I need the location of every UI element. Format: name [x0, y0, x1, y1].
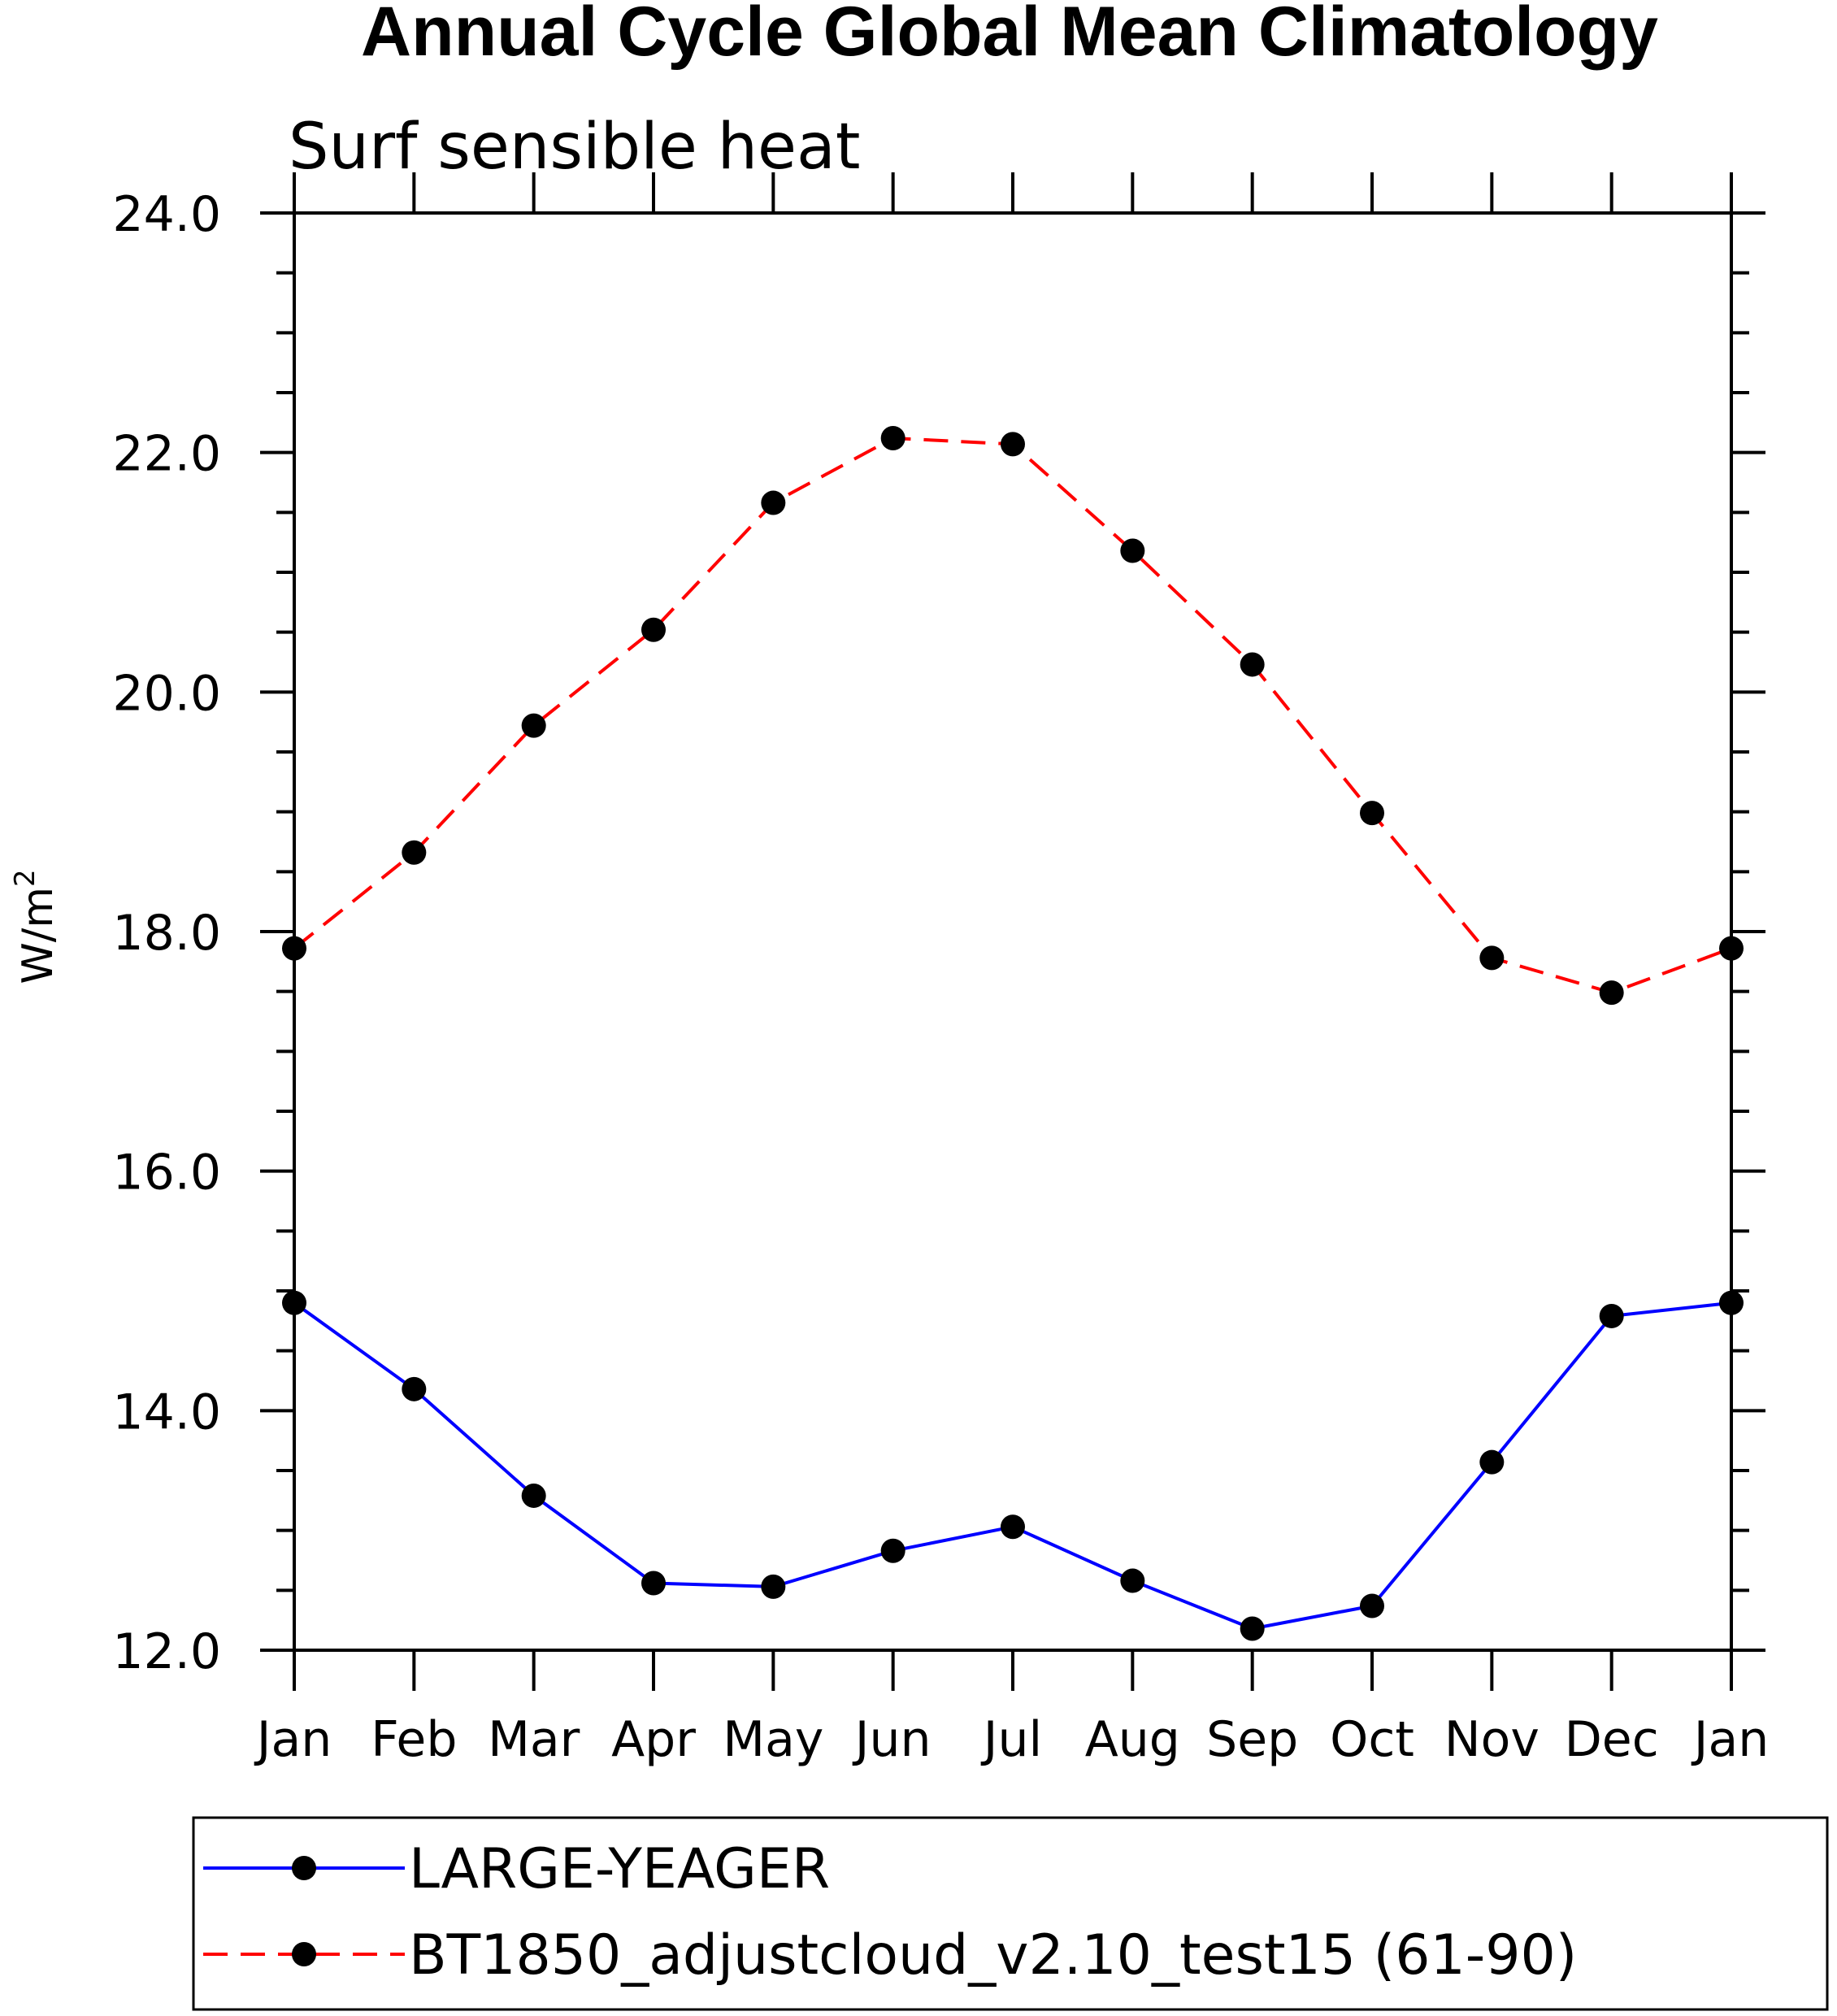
- data-point-1: [1479, 945, 1505, 971]
- data-point-0: [1360, 1593, 1384, 1618]
- x-tick-label: Nov: [1444, 1711, 1540, 1768]
- data-point-1: [1120, 538, 1145, 563]
- x-tick-label: Jan: [254, 1711, 332, 1768]
- data-point-0: [402, 1376, 427, 1401]
- axis-ticks: [260, 172, 1765, 1691]
- y-tick-label: 14.0: [112, 1384, 221, 1440]
- legend-item-bt1850: BT1850_adjustcloud_v2.10_test15 (61-90): [203, 1923, 1577, 1988]
- data-point-0: [1719, 1290, 1744, 1315]
- series-line-0: [293, 1301, 1732, 1631]
- x-tick-label: Jun: [852, 1711, 932, 1768]
- series-line-1: [293, 436, 1732, 995]
- x-tick-label: Oct: [1330, 1711, 1414, 1768]
- x-tick-label: Mar: [488, 1711, 580, 1768]
- y-tick-labels: 12.0 14.0 16.0 18.0 20.0 22.0 24.0: [112, 186, 221, 1680]
- data-point-0: [1599, 1303, 1624, 1328]
- data-point-1: [402, 840, 427, 865]
- legend-swatch-marker: [292, 1942, 316, 1966]
- data-point-1: [1719, 936, 1744, 961]
- legend-label: LARGE-YEAGER: [409, 1837, 830, 1901]
- x-tick-label: Jul: [980, 1711, 1042, 1768]
- data-point-0: [761, 1574, 786, 1599]
- y-tick-label: 24.0: [112, 186, 221, 243]
- data-point-1: [521, 713, 546, 738]
- y-axis-label-superscript: 2: [9, 869, 41, 887]
- x-tick-label: Dec: [1565, 1711, 1659, 1768]
- x-tick-label: Aug: [1085, 1711, 1180, 1768]
- chart-title: Annual Cycle Global Mean Climatology: [361, 0, 1658, 71]
- data-point-0: [521, 1483, 546, 1508]
- data-point-1: [1360, 801, 1384, 826]
- data-point-1: [1001, 432, 1025, 457]
- data-point-0: [1240, 1616, 1265, 1641]
- data-point-0: [641, 1571, 666, 1596]
- data-point-0: [1120, 1568, 1145, 1593]
- svg-text:W/m2: W/m2: [9, 869, 63, 984]
- legend-box: [192, 1816, 1829, 2011]
- legend-item-large-yeager: LARGE-YEAGER: [203, 1837, 830, 1901]
- data-point-1: [1599, 980, 1624, 1006]
- data-point-0: [1001, 1514, 1025, 1540]
- legend-label: BT1850_adjustcloud_v2.10_test15 (61-90): [409, 1923, 1577, 1988]
- data-point-1: [282, 936, 306, 961]
- y-axis-label: W/m2: [9, 869, 63, 984]
- x-tick-labels: Jan Feb Mar Apr May Jun Jul Aug Sep Oct Nov Dec Jan: [254, 1711, 1770, 1768]
- x-tick-label: Feb: [371, 1711, 457, 1768]
- y-axis-label-text: W/m: [14, 887, 63, 984]
- y-tick-label: 12.0: [112, 1623, 221, 1680]
- x-tick-label: Apr: [611, 1711, 696, 1768]
- x-tick-label: Jan: [1691, 1711, 1770, 1768]
- x-tick-label: Sep: [1206, 1711, 1298, 1768]
- y-tick-label: 20.0: [112, 665, 221, 722]
- data-point-1: [880, 425, 905, 450]
- legend: LARGE-YEAGER BT1850_adjustcloud_v2.10_te…: [192, 1816, 1829, 2011]
- data-point-0: [880, 1538, 905, 1563]
- data-point-1: [761, 490, 786, 515]
- y-tick-label: 16.0: [112, 1145, 221, 1201]
- y-tick-label: 22.0: [112, 426, 221, 483]
- x-tick-label: May: [723, 1711, 823, 1768]
- chart-subtitle: Surf sensible heat: [289, 111, 860, 184]
- legend-swatch-marker: [292, 1856, 316, 1880]
- data-point-1: [1240, 652, 1265, 677]
- data-point-0: [1479, 1449, 1505, 1475]
- data-point-1: [641, 617, 666, 642]
- y-tick-label: 18.0: [112, 905, 221, 962]
- data-point-0: [282, 1290, 306, 1315]
- series-layer: [282, 425, 1744, 1641]
